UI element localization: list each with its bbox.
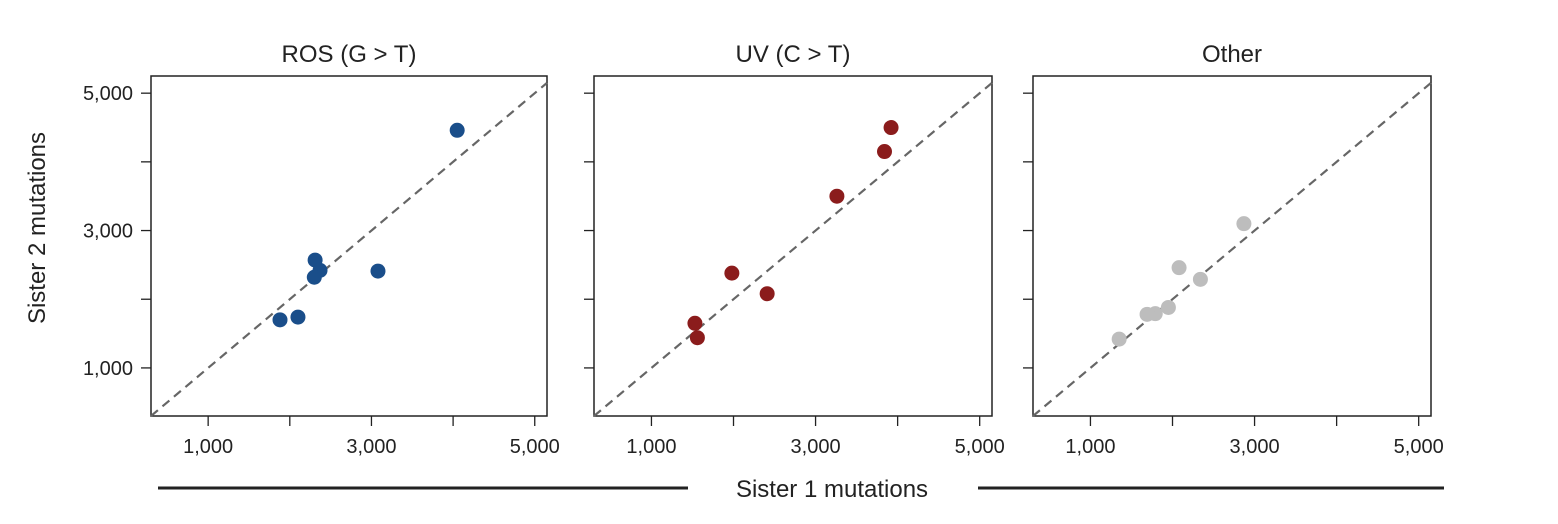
panel-3: Other 1,000 3,000 5,000 xyxy=(1023,41,1444,458)
plot-frame xyxy=(1032,75,1432,417)
panels-group: ROS (G > T) 1,000 3,000 5,000 1,000 3,000 5,00… xyxy=(83,41,1444,458)
data-point xyxy=(1192,271,1208,287)
y-tick-label: 5,000 xyxy=(83,83,133,105)
identity-line xyxy=(593,82,993,417)
data-point xyxy=(290,309,306,325)
identity-line xyxy=(1032,82,1432,417)
data-point xyxy=(306,269,322,285)
data-point xyxy=(1139,306,1155,322)
shared-y-axis-label: Sister 2 mutations xyxy=(24,132,51,324)
x-tick-label: 5,000 xyxy=(1394,436,1444,458)
y-tick-label: 1,000 xyxy=(83,358,133,380)
data-point xyxy=(687,315,703,331)
identity-line xyxy=(150,82,548,417)
data-point xyxy=(1171,260,1187,276)
data-point xyxy=(1111,331,1127,347)
data-point xyxy=(724,265,740,281)
data-point xyxy=(449,122,465,138)
plot-frame xyxy=(150,75,548,417)
x-tick-label: 5,000 xyxy=(510,436,560,458)
data-point xyxy=(1236,216,1252,232)
data-point xyxy=(1160,299,1176,315)
x-tick-label: 1,000 xyxy=(183,436,233,458)
x-tick-label: 3,000 xyxy=(346,436,396,458)
panel-title: UV (C > T) xyxy=(736,41,851,68)
data-point xyxy=(829,188,845,204)
y-tick-label: 3,000 xyxy=(83,221,133,243)
data-point xyxy=(759,286,775,302)
x-tick-label: 1,000 xyxy=(1065,436,1115,458)
panel-title: ROS (G > T) xyxy=(282,41,417,68)
x-tick-label: 1,000 xyxy=(626,436,676,458)
panel-1: ROS (G > T) 1,000 3,000 5,000 1,000 3,000 5,00… xyxy=(83,41,560,458)
data-point xyxy=(883,120,899,136)
plot-frame xyxy=(593,75,993,417)
data-point xyxy=(272,312,288,328)
data-point xyxy=(689,330,705,346)
data-point xyxy=(370,263,386,279)
x-tick-label: 3,000 xyxy=(791,436,841,458)
panel-title: Other xyxy=(1202,41,1262,68)
x-tick-label: 5,000 xyxy=(955,436,1005,458)
shared-x-axis-label: Sister 1 mutations xyxy=(736,476,928,503)
panel-2: UV (C > T) 1,000 3,000 5,000 xyxy=(584,41,1005,458)
data-point xyxy=(876,144,892,160)
x-tick-label: 3,000 xyxy=(1230,436,1280,458)
